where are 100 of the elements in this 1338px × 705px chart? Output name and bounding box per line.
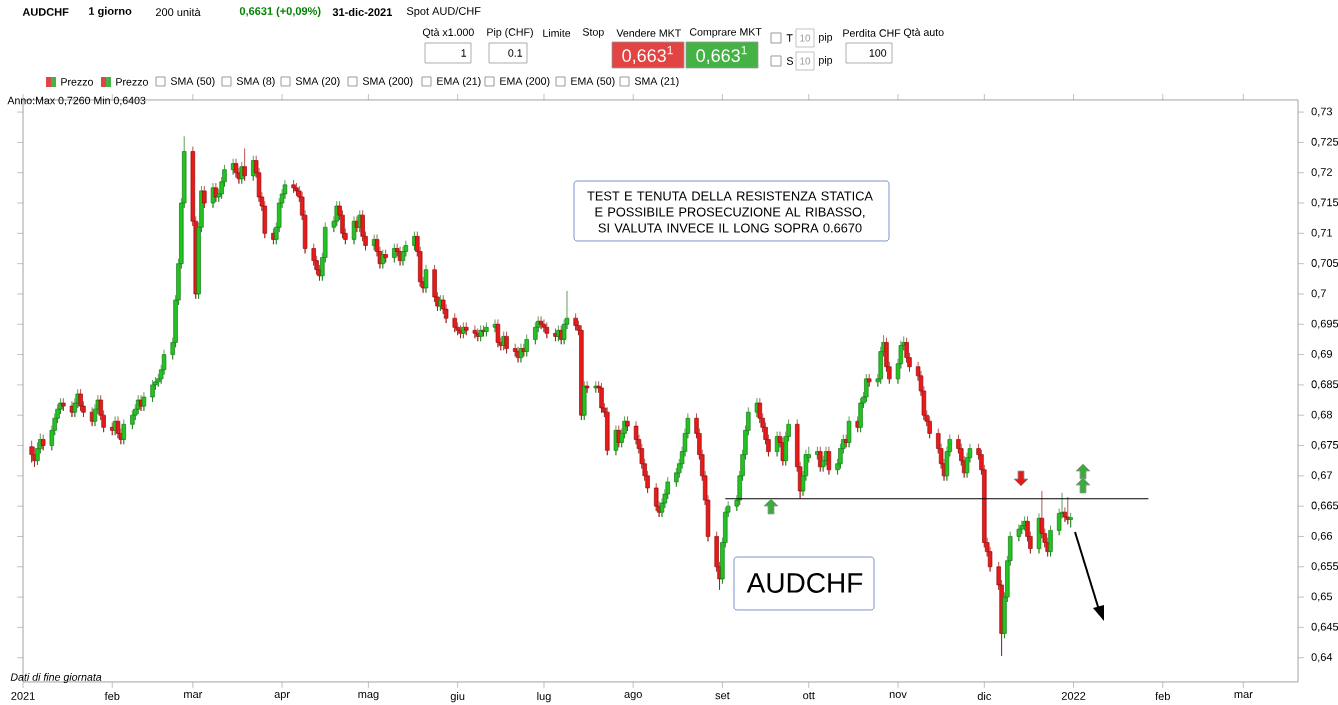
text: 1 bbox=[461, 49, 467, 57]
x-tick-label: dic bbox=[977, 692, 992, 701]
y-tick-label: 0,71 bbox=[1311, 228, 1332, 238]
y-tick-label: 0,7 bbox=[1311, 289, 1326, 299]
text: Perdita CHF bbox=[843, 29, 901, 37]
candlestick bbox=[538, 316, 544, 330]
candlestick bbox=[29, 440, 34, 463]
candlestick bbox=[40, 434, 46, 451]
y-tick-label: 0,675 bbox=[1311, 440, 1338, 451]
text: Limite bbox=[543, 29, 571, 37]
text: EMA (200) bbox=[500, 77, 550, 87]
candlestick bbox=[202, 185, 207, 209]
candlestick bbox=[1016, 523, 1022, 542]
text: Comprare MKT bbox=[689, 28, 762, 38]
text: EMA (21) bbox=[437, 77, 481, 87]
x-tick-label: feb bbox=[1155, 692, 1170, 701]
y-tick-label: 0,69 bbox=[1311, 350, 1333, 360]
candlestick bbox=[866, 373, 872, 388]
y-tick-label: 0,715 bbox=[1311, 198, 1338, 208]
y-tick-label: 0,665 bbox=[1311, 501, 1338, 511]
text: 0,663$^{1}$ bbox=[622, 45, 673, 65]
candlestick bbox=[464, 322, 469, 336]
candlestick bbox=[1048, 525, 1053, 557]
candlestick bbox=[573, 313, 578, 331]
y-tick-label: 0,73 bbox=[1311, 107, 1333, 117]
candlestick bbox=[544, 322, 550, 339]
y-tick-label: 0,725 bbox=[1311, 137, 1338, 147]
text: 100 bbox=[869, 49, 887, 57]
text: 10 bbox=[800, 34, 811, 42]
text: Prezzo bbox=[116, 78, 148, 86]
x-tick-label: mag bbox=[358, 692, 379, 701]
candlestick bbox=[423, 264, 429, 294]
x-tick-label: apr bbox=[274, 692, 290, 701]
y-tick-label: 0,72 bbox=[1311, 168, 1332, 178]
candlestick bbox=[472, 325, 478, 339]
candlestick bbox=[452, 313, 457, 333]
x-tick-label: 2022 bbox=[1061, 692, 1086, 700]
candlestick bbox=[383, 249, 388, 263]
candlestick bbox=[242, 148, 247, 181]
x-tick-label: ott bbox=[803, 692, 815, 700]
candlestick bbox=[150, 379, 155, 403]
x-tick-label: set bbox=[715, 692, 730, 700]
text: SMA (200) bbox=[362, 77, 413, 87]
y-tick-label: 0,65 bbox=[1311, 592, 1333, 602]
text: SMA (8) bbox=[236, 77, 275, 87]
text: Qtà auto bbox=[903, 28, 944, 38]
text: Stop bbox=[582, 28, 604, 38]
y-tick-label: 0,645 bbox=[1311, 622, 1338, 632]
annotation: Anno:Max 0,7260 Min 0,6403 bbox=[7, 96, 146, 106]
text: 200 unità bbox=[155, 7, 201, 17]
text: S bbox=[786, 57, 793, 65]
text: Vendere MKT bbox=[616, 29, 681, 37]
x-tick-label: mar bbox=[1234, 692, 1253, 699]
text: Pip (CHF) bbox=[487, 28, 533, 38]
text: SMA (21) bbox=[634, 77, 679, 87]
x-tick-label: 2021 bbox=[11, 692, 35, 700]
x-tick-label: feb bbox=[104, 692, 120, 701]
y-tick-label: 0,695 bbox=[1311, 319, 1338, 329]
candlestick bbox=[121, 419, 126, 445]
text: pip bbox=[819, 56, 833, 66]
annotation: Dati di fine giornata bbox=[10, 673, 102, 683]
x-tick-label: mar bbox=[184, 692, 203, 699]
text: T bbox=[786, 34, 793, 42]
x-tick-label: nov bbox=[889, 692, 907, 699]
y-tick-label: 0,64 bbox=[1311, 653, 1333, 663]
text: 31-dic-2021 bbox=[332, 7, 393, 17]
candlestick bbox=[605, 406, 610, 456]
text: AUDCHF bbox=[22, 8, 69, 16]
text: pip bbox=[819, 33, 833, 43]
candlestick bbox=[584, 380, 590, 394]
text: 10 bbox=[800, 57, 811, 65]
x-tick-label: lug bbox=[537, 692, 551, 703]
candlestick bbox=[484, 322, 489, 337]
text: EMA (50) bbox=[571, 77, 615, 87]
candlestick bbox=[141, 391, 147, 412]
candlestick bbox=[599, 382, 604, 414]
text: SMA (20) bbox=[295, 77, 340, 87]
candlestick bbox=[495, 319, 501, 348]
candlestick bbox=[61, 397, 66, 412]
candlestick bbox=[846, 416, 852, 448]
candlestick bbox=[392, 243, 397, 263]
candlestick bbox=[582, 380, 587, 421]
text: 1 giorno bbox=[89, 6, 132, 18]
text: Qtà x1.000 bbox=[422, 28, 474, 38]
annotation: TEST E TENUTA DELLA RESISTENZA STATICA E POSSIBILE PROSECUZIONE AL RIBASSO, SI VALUTA INVECE IL LONG SOPRA 0.6670 bbox=[587, 191, 873, 233]
y-tick-label: 0,655 bbox=[1311, 562, 1338, 572]
text: SMA (50) bbox=[170, 77, 215, 87]
candlestick bbox=[504, 331, 509, 354]
x-tick-label: giu bbox=[450, 692, 465, 703]
y-tick-label: 0,67 bbox=[1311, 471, 1332, 481]
text: 0.1 bbox=[508, 49, 523, 57]
x-tick-label: ago bbox=[624, 692, 642, 701]
text: 0,663$^{1}$ bbox=[696, 45, 747, 65]
y-tick-label: 0,705 bbox=[1311, 259, 1338, 269]
y-tick-label: 0,685 bbox=[1311, 380, 1338, 390]
candlestick bbox=[826, 446, 832, 475]
y-tick-label: 0,68 bbox=[1311, 410, 1333, 420]
candlestick bbox=[625, 416, 630, 432]
y-tick-label: 0,66 bbox=[1311, 531, 1333, 541]
annotation: AUDCHF bbox=[746, 573, 863, 593]
